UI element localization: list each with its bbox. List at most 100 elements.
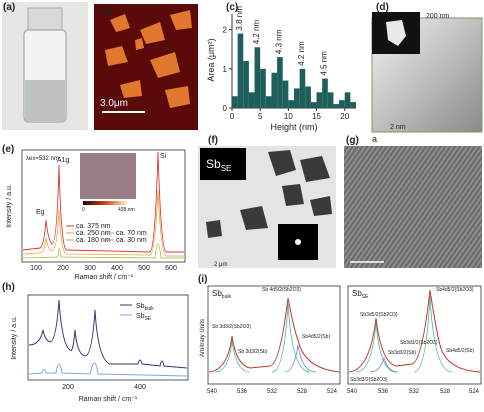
legend-entry: ca. 30 nm — [116, 237, 147, 244]
bar — [310, 102, 317, 108]
legend: Sbbulk SbSE — [120, 303, 154, 322]
panel-h: Sbbulk SbSE Intensity / a.u. 200 400 Ram… — [2, 282, 189, 403]
legend: ca. 375 nm ca. 250 nm ca. 180 nm ca. 70 … — [66, 223, 147, 244]
legend-entry: SbSE — [136, 313, 152, 322]
bar — [339, 100, 345, 108]
spectrum — [22, 243, 184, 259]
legend-entry: ca. 180 nm — [76, 237, 111, 244]
spectrum — [348, 289, 481, 373]
x-tick-label: 528 — [297, 389, 308, 395]
panel-label: (f) — [208, 135, 218, 146]
panel-title: Sbbulk — [212, 289, 231, 300]
afm-inset — [80, 153, 136, 199]
x-tick-label: 15 — [312, 112, 321, 121]
x-tick-label: 100 — [30, 265, 42, 272]
panel-label: (e) — [2, 144, 14, 155]
peak-label: Sb 3d3/2(Sb2O3) — [212, 324, 251, 330]
panel-e: 0 438 nm λex=532 nm A1g Eg Si ca. 375 nm… — [2, 144, 186, 281]
x-tick-label: 10 — [284, 112, 293, 121]
bar — [294, 88, 300, 108]
peak-label: Sb3d3/2(Sb2O3) — [400, 340, 438, 346]
x-tick-label: 400 — [111, 265, 123, 272]
hrtem-image — [344, 146, 482, 268]
legend-entry: ca. 70 nm — [116, 230, 147, 237]
peak-label: Si — [160, 153, 167, 160]
bar — [282, 80, 289, 108]
bar — [277, 57, 283, 108]
peak-label: Sb3d5/2(Sb2O3) — [360, 312, 398, 318]
annotation: 4.2 nm — [252, 19, 261, 44]
annotation: 4.2 nm — [297, 41, 306, 66]
color-bar-max: 438 nm — [118, 207, 135, 213]
plot-frame — [21, 149, 186, 263]
panel-a: (a) — [2, 2, 88, 130]
panel-f: SbSE 2 μm (f) — [198, 135, 336, 268]
plot-frame — [27, 294, 189, 381]
x-tick-label: 500 — [138, 265, 150, 272]
bar — [327, 92, 334, 108]
y-axis-label: Intensity / a.u. — [6, 184, 13, 228]
panel-label: (a) — [3, 2, 15, 13]
panel-b: 3.0μm (b) — [94, 4, 198, 130]
scale-text: 3.0μm — [100, 98, 128, 109]
x-tick-label: 524 — [327, 389, 338, 395]
x-tick-label: 536 — [378, 389, 389, 395]
bar — [316, 92, 323, 108]
legend-entry: ca. 375 nm — [76, 223, 111, 230]
peak-label: Sb3d3/2(Sb) — [388, 350, 416, 356]
cap — [27, 7, 63, 31]
plot-frame — [347, 285, 482, 385]
y-axis-label: Intensity / a.u. — [11, 316, 18, 360]
corner-label: a — [372, 134, 377, 144]
bar — [237, 33, 244, 109]
bar — [322, 78, 328, 108]
bar — [333, 104, 340, 108]
flakes — [105, 10, 192, 108]
x-tick-label: 536 — [237, 389, 248, 395]
y-axis-label: Arbitrary Units — [200, 319, 206, 357]
diffraction-spot — [295, 239, 301, 245]
spectrum — [28, 362, 188, 377]
panel-label: (h) — [2, 282, 15, 293]
x-tick-label: 532 — [267, 389, 278, 395]
bar — [299, 68, 306, 108]
panel-d: 200 nm 2 nm a (d) — [371, 2, 483, 144]
x-tick-label: 300 — [84, 265, 96, 272]
bar — [344, 92, 351, 108]
x-tick-label: 528 — [440, 389, 451, 395]
bar — [232, 96, 238, 108]
x-tick-label: 540 — [207, 389, 218, 395]
excitation: λex=532 nm — [26, 156, 59, 162]
peak-label: Sb 4d5/2(Sb2O3) — [262, 287, 301, 293]
y-tick-label: 2 — [223, 26, 228, 35]
bar — [260, 68, 266, 108]
component — [271, 303, 311, 373]
bar — [254, 47, 261, 108]
particles — [206, 150, 332, 238]
x-tick-label: 524 — [469, 389, 480, 395]
x-tick-label: 200 — [57, 265, 69, 272]
annotation: 4.5 nm — [320, 51, 329, 76]
y-tick-label: 0 — [223, 104, 228, 113]
bar — [243, 61, 249, 108]
x-tick-label: 400 — [134, 384, 146, 391]
y-axis-label: Area (μm²) — [206, 38, 216, 81]
panel-label: (b) — [100, 6, 113, 17]
spectrum — [28, 299, 188, 369]
scale-text: 2 μm — [214, 262, 227, 268]
bar — [305, 86, 311, 108]
component — [413, 295, 453, 373]
legend-entry: Sbbulk — [136, 303, 154, 312]
component — [355, 321, 397, 373]
panel-title: SbSE — [352, 289, 369, 300]
spectrum — [208, 297, 340, 373]
x-tick-label: 200 — [62, 384, 74, 391]
spectrum — [22, 151, 184, 253]
peak-label: Eg — [36, 209, 45, 216]
panel-label: (i) — [198, 274, 207, 285]
legend-entry: ca. 250 nm — [76, 230, 111, 237]
bar — [288, 100, 294, 108]
component — [284, 344, 317, 373]
panel-i: (i) Arbitrary Units Sbbulk Sb 4d5/2(Sb2O… — [198, 274, 482, 395]
